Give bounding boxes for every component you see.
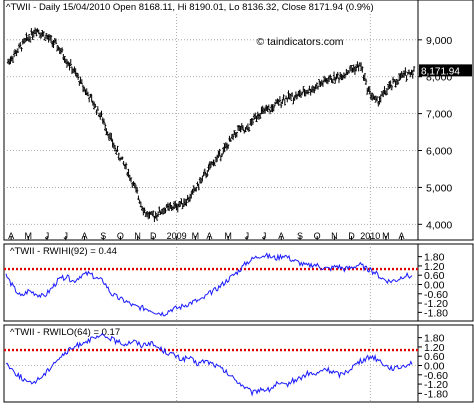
x-tick-label: 2010 [360, 231, 380, 241]
chart-title: ^TWII - Daily 15/04/2010 Open 8168.11, H… [6, 2, 374, 13]
x-tick-label: J [64, 231, 69, 241]
x-tick-label: S [297, 231, 303, 241]
price-tick-label: 5,000 [426, 182, 452, 194]
x-tick-label: S [100, 231, 106, 241]
indicator-tick-label: 1.20 [424, 342, 445, 354]
indicator-title: ^TWII - RWIHI(92) = 0.44 [10, 246, 117, 257]
indicator-tick-label: 0.60 [424, 270, 445, 282]
x-tick-label: J [245, 231, 250, 241]
indicator-tick-label: 0.00 [424, 361, 445, 373]
x-tick-label: A [82, 231, 88, 241]
price-bars [6, 27, 416, 223]
x-tick-label: A [206, 231, 212, 241]
indicator-tick-label: 0.60 [424, 351, 445, 363]
indicator-tick-label: -1.20 [424, 379, 448, 391]
last-value-tag [419, 64, 472, 77]
indicator-tick-label: -1.80 [424, 307, 448, 319]
indicator-tick-label: -1.80 [424, 388, 448, 400]
x-tick-label: A [8, 231, 14, 241]
price-tick-label: 6,000 [426, 146, 452, 158]
panel-frame [3, 0, 419, 241]
indicator-tick-label: 1.80 [424, 252, 445, 264]
x-tick-label: M [382, 231, 390, 241]
x-tick-label: O [117, 231, 124, 241]
x-tick-label: O [314, 231, 321, 241]
x-tick-label: A [278, 231, 284, 241]
x-tick-label: N [134, 231, 141, 241]
price-tick-label: 4,000 [426, 219, 452, 231]
indicator-tick-label: -1.20 [424, 298, 448, 310]
indicator-series-line [5, 333, 413, 397]
indicator-tick-label: -0.60 [424, 370, 448, 382]
x-tick-label: A [398, 231, 404, 241]
x-tick-label: J [45, 231, 50, 241]
x-tick-label: D [150, 231, 157, 241]
indicator-tick-label: 0.00 [424, 280, 445, 292]
x-tick-label: N [331, 231, 338, 241]
axis-frame [417, 243, 474, 322]
axis-frame [417, 324, 474, 403]
x-tick-label: 2009 [167, 231, 187, 241]
price-tick-label: 9,000 [426, 35, 452, 47]
price-tick-label: 7,000 [426, 109, 452, 121]
x-tick-label: M [25, 231, 33, 241]
indicator-tick-label: 1.80 [424, 333, 445, 345]
x-tick-label: M [192, 231, 200, 241]
indicator-title: ^TWII - RWILO(64) = 0.17 [10, 327, 120, 338]
x-tick-label: D [348, 231, 355, 241]
indicator-tick-label: 1.20 [424, 261, 445, 273]
indicator-series-line [5, 252, 413, 317]
indicator-tick-label: -0.60 [424, 289, 448, 301]
watermark: © taindicators.com [256, 36, 343, 48]
last-value-label: 8,171.94 [421, 66, 460, 77]
axis-frame [417, 0, 474, 241]
x-tick-label: M [224, 231, 232, 241]
x-tick-label: J [262, 231, 267, 241]
